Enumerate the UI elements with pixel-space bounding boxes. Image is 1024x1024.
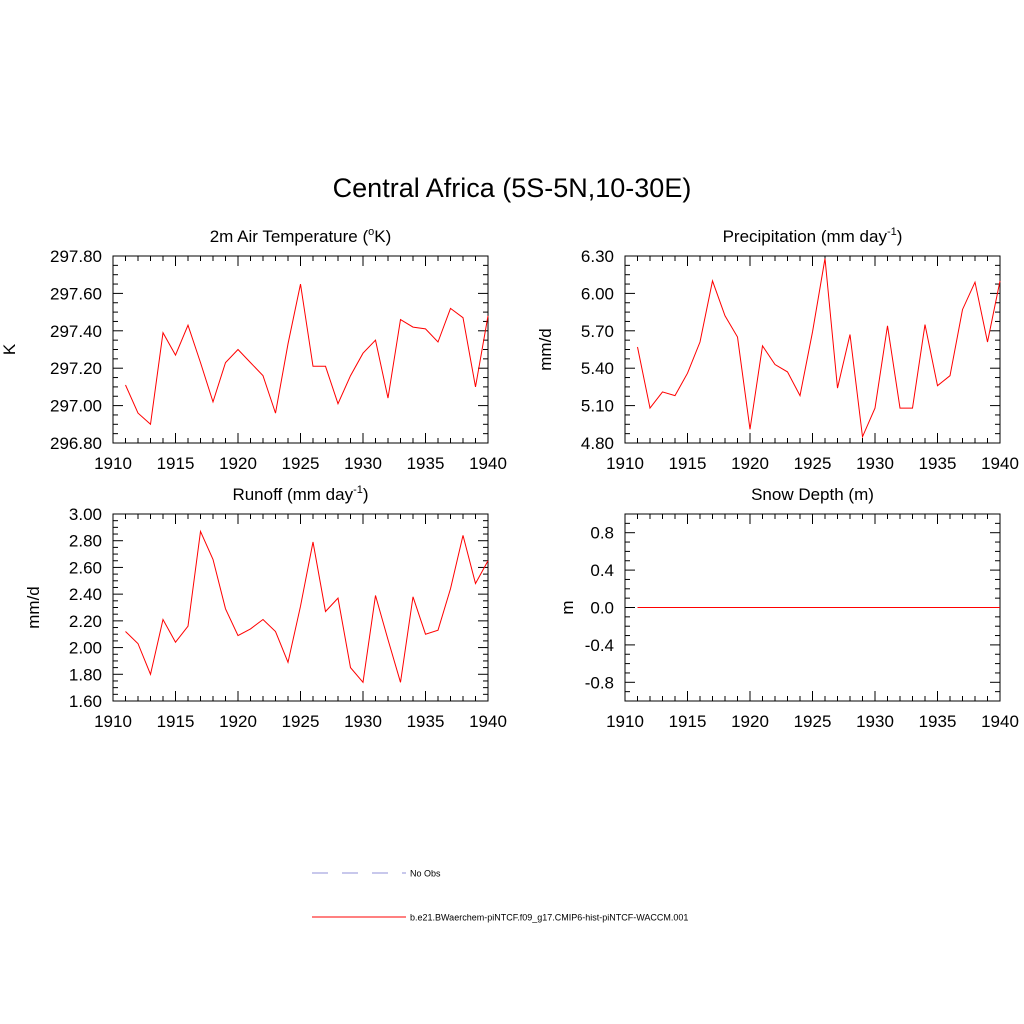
panel-title: Runoff (mm day-1) bbox=[232, 484, 368, 504]
legend: No Obs b.e21.BWaerchem-piNTCF.f09_g17.CM… bbox=[312, 869, 688, 923]
legend-model-label: b.e21.BWaerchem-piNTCF.f09_g17.CMIP6-his… bbox=[410, 913, 688, 923]
x-tick-label: 1910 bbox=[606, 454, 644, 473]
panel-title-sup: -1 bbox=[887, 226, 897, 238]
panel-title-sup: o bbox=[368, 226, 374, 238]
x-tick-label: 1910 bbox=[94, 454, 132, 473]
panel-title: Snow Depth (m) bbox=[751, 485, 874, 504]
x-tick-label: 1915 bbox=[669, 454, 707, 473]
x-tick-label: 1930 bbox=[344, 454, 382, 473]
panel-title-end: ) bbox=[363, 485, 369, 504]
x-tick-label: 1930 bbox=[856, 712, 894, 731]
x-tick-label: 1920 bbox=[219, 454, 257, 473]
panel-title-text: Snow Depth (m) bbox=[751, 485, 874, 504]
y-tick-label: 297.20 bbox=[50, 359, 102, 378]
x-tick-label: 1910 bbox=[606, 712, 644, 731]
y-tick-label: 0.0 bbox=[590, 599, 614, 618]
panel-title-sup: -1 bbox=[353, 484, 363, 496]
panel-title: Precipitation (mm day-1) bbox=[723, 226, 903, 246]
x-tick-label: 1935 bbox=[407, 712, 445, 731]
y-tick-label: 0.8 bbox=[590, 524, 614, 543]
panel-snow: Snow Depth (m) m 1910 1915 1920 1925 1930 1935 1… bbox=[558, 485, 1019, 731]
x-tick-label: 1925 bbox=[794, 712, 832, 731]
x-tick-label: 1915 bbox=[157, 454, 195, 473]
x-tick-label: 1920 bbox=[219, 712, 257, 731]
y-tick-label: 0.4 bbox=[590, 561, 614, 580]
y-tick-label: -0.4 bbox=[585, 636, 614, 655]
x-tick-label: 1915 bbox=[157, 712, 195, 731]
panel-temp: 2m Air Temperature (oK) K 1910 1915 1920 1925… bbox=[0, 226, 507, 473]
y-tick-label: 297.80 bbox=[50, 247, 102, 266]
y-tick-label: 296.80 bbox=[50, 434, 102, 453]
x-tick-label: 1940 bbox=[469, 712, 507, 731]
y-tick-label: 1.80 bbox=[69, 665, 102, 684]
y-tick-label: 2.00 bbox=[69, 639, 102, 658]
x-tick-label: 1925 bbox=[282, 712, 320, 731]
y-tick-label: 4.80 bbox=[581, 434, 614, 453]
y-tick-label: 297.00 bbox=[50, 397, 102, 416]
y-tick-label: 5.10 bbox=[581, 397, 614, 416]
series-line bbox=[125, 283, 489, 426]
y-tick-label: 2.60 bbox=[69, 558, 102, 577]
y-tick-label: 2.40 bbox=[69, 585, 102, 604]
x-tick-label: 1935 bbox=[919, 454, 957, 473]
y-axis-label: mm/d bbox=[24, 586, 43, 629]
y-tick-label: 6.30 bbox=[581, 247, 614, 266]
y-tick-label: 6.00 bbox=[581, 284, 614, 303]
y-tick-label: 1.60 bbox=[69, 692, 102, 711]
series-line bbox=[125, 529, 489, 684]
figure-title: Central Africa (5S-5N,10-30E) bbox=[332, 173, 692, 203]
y-tick-label: 5.70 bbox=[581, 322, 614, 341]
series-line bbox=[637, 258, 1001, 439]
y-tick-label: 2.80 bbox=[69, 532, 102, 551]
y-tick-label: 297.60 bbox=[50, 284, 102, 303]
x-tick-label: 1930 bbox=[856, 454, 894, 473]
y-tick-label: 297.40 bbox=[50, 322, 102, 341]
x-tick-label: 1930 bbox=[344, 712, 382, 731]
x-tick-label: 1935 bbox=[919, 712, 957, 731]
x-tick-label: 1920 bbox=[731, 454, 769, 473]
y-axis-label: K bbox=[0, 343, 19, 355]
panel-runoff: Runoff (mm day-1) mm/d 1910 1915 1920 1925 193… bbox=[24, 484, 507, 731]
panel-title-end: K) bbox=[374, 227, 391, 246]
panel-title-text: Runoff (mm day bbox=[232, 485, 353, 504]
panels-group: 2m Air Temperature (oK) K 1910 1915 1920 1925… bbox=[0, 226, 1019, 731]
y-axis-label: mm/d bbox=[536, 328, 555, 371]
plot-frame bbox=[624, 255, 1001, 444]
x-tick-label: 1920 bbox=[731, 712, 769, 731]
y-tick-label: 5.40 bbox=[581, 359, 614, 378]
y-tick-label: -0.8 bbox=[585, 673, 614, 692]
x-tick-label: 1940 bbox=[981, 712, 1019, 731]
x-tick-label: 1910 bbox=[94, 712, 132, 731]
x-tick-label: 1925 bbox=[282, 454, 320, 473]
panel-title-text: 2m Air Temperature ( bbox=[210, 227, 369, 246]
panel-title-end: ) bbox=[897, 227, 903, 246]
panel-title-text: Precipitation (mm day bbox=[723, 227, 888, 246]
panel-title: 2m Air Temperature (oK) bbox=[210, 226, 392, 246]
y-tick-label: 2.20 bbox=[69, 612, 102, 631]
x-tick-label: 1915 bbox=[669, 712, 707, 731]
y-tick-label: 3.00 bbox=[69, 505, 102, 524]
panel-precip: Precipitation (mm day-1) mm/d 1910 1915 1920… bbox=[536, 226, 1019, 473]
x-tick-label: 1940 bbox=[981, 454, 1019, 473]
x-tick-label: 1935 bbox=[407, 454, 445, 473]
legend-no-obs-label: No Obs bbox=[410, 869, 441, 879]
x-tick-label: 1940 bbox=[469, 454, 507, 473]
y-axis-label: m bbox=[558, 600, 577, 614]
x-tick-label: 1925 bbox=[794, 454, 832, 473]
